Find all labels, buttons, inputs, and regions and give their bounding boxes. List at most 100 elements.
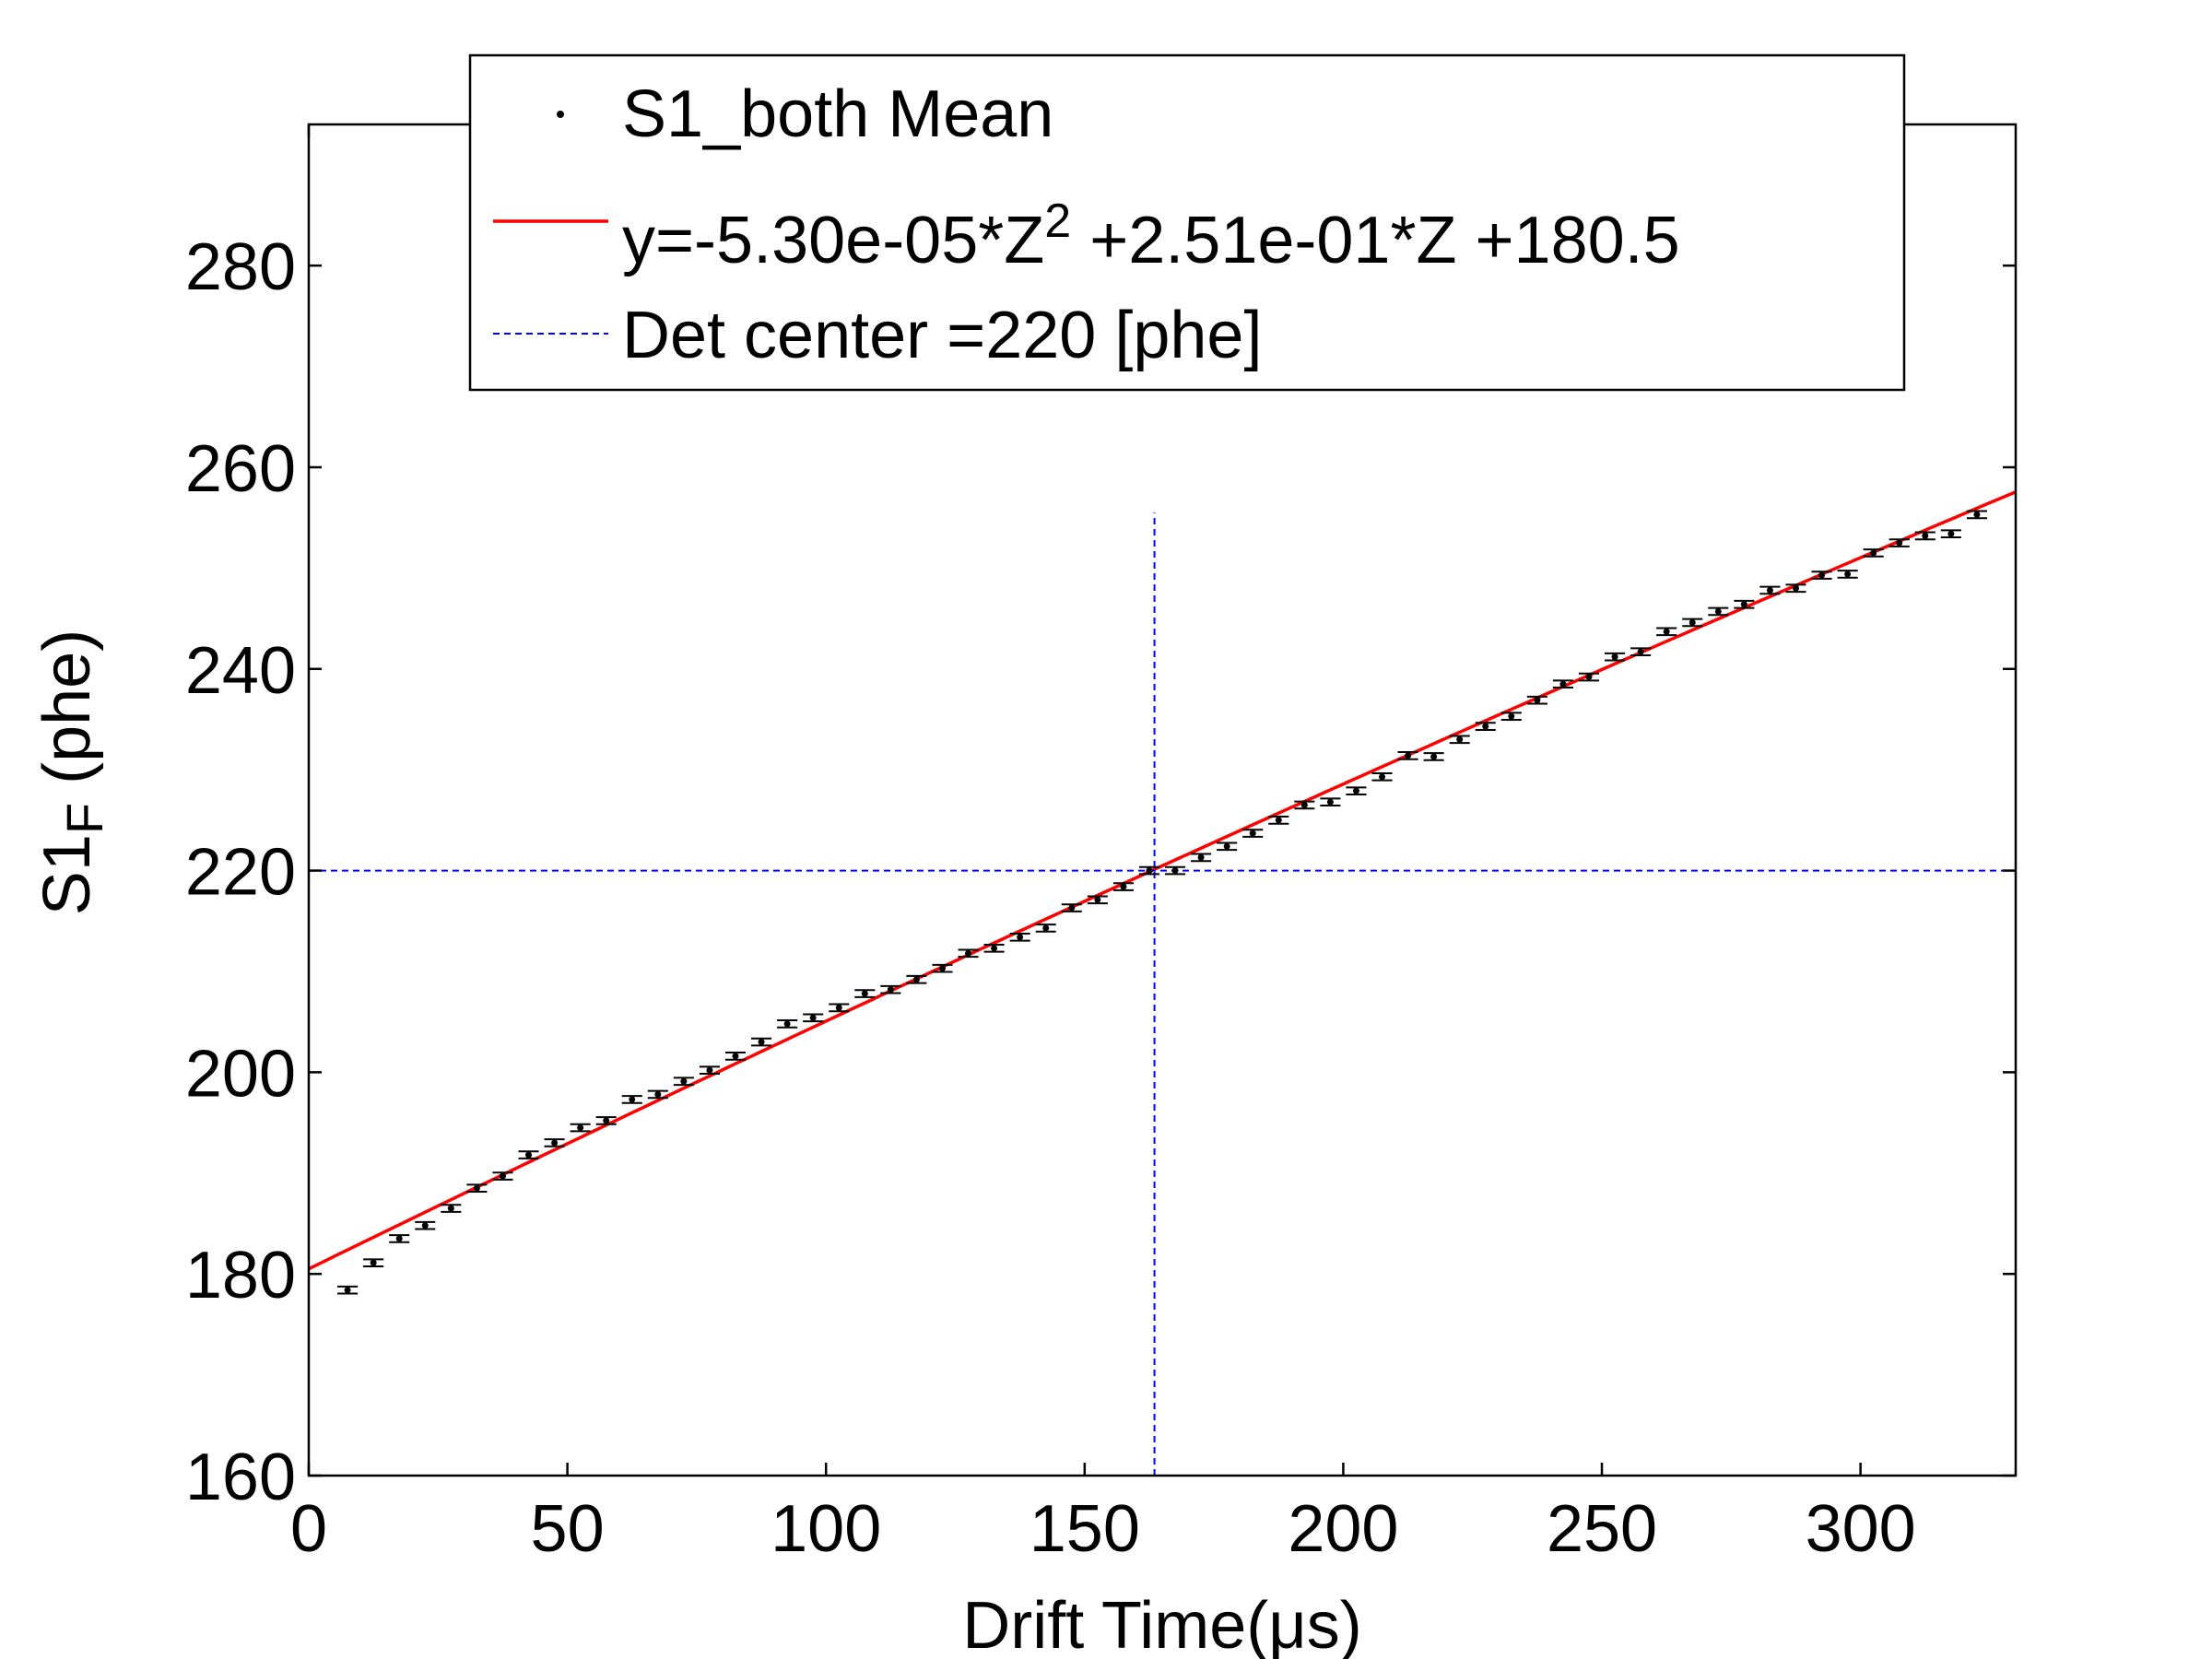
data-marker [1017, 934, 1024, 941]
data-marker [1249, 830, 1256, 837]
x-tick-label: 100 [771, 1492, 881, 1566]
data-marker [1870, 549, 1877, 557]
x-tick-label: 250 [1547, 1492, 1657, 1566]
data-point [1112, 882, 1134, 891]
legend-center-label: Det center =220 [phe] [622, 299, 1262, 372]
data-point [1914, 531, 1936, 541]
x-tick-label: 300 [1806, 1492, 1916, 1566]
data-marker [525, 1151, 533, 1159]
data-point [441, 1204, 462, 1213]
data-marker [1430, 753, 1438, 760]
data-marker [1405, 752, 1412, 759]
data-point [337, 1285, 359, 1295]
data-point [983, 943, 1005, 953]
y-tick-label: 220 [185, 836, 296, 910]
y-tick-label: 260 [185, 432, 296, 506]
data-point [1682, 618, 1703, 628]
data-point [1552, 679, 1573, 689]
data-marker [1688, 618, 1696, 626]
data-marker [1663, 628, 1670, 635]
data-marker [783, 1020, 791, 1028]
data-marker [1197, 853, 1205, 861]
data-marker [680, 1077, 688, 1085]
data-marker [991, 945, 998, 952]
y-axis-label-main: S1 [30, 834, 104, 915]
data-point [1423, 752, 1444, 761]
data-marker [395, 1235, 403, 1242]
legend-fit-label-suffix: +2.51e-01*Z +180.5 [1071, 204, 1680, 277]
data-marker [1740, 601, 1747, 608]
data-marker [1766, 586, 1773, 594]
data-marker [629, 1096, 636, 1103]
data-point [1759, 585, 1781, 595]
data-point [1708, 606, 1729, 617]
data-marker [421, 1222, 429, 1230]
data-point [544, 1138, 565, 1147]
data-marker [1611, 653, 1618, 661]
data-marker [1947, 530, 1955, 537]
data-point [1009, 932, 1030, 942]
data-marker [1585, 674, 1593, 681]
data-point [751, 1037, 772, 1047]
data-marker [1146, 867, 1153, 875]
data-point [724, 1052, 747, 1061]
data-point [699, 1065, 720, 1076]
x-tick-label: 150 [1030, 1492, 1140, 1566]
data-point [1371, 772, 1393, 782]
data-marker [603, 1117, 610, 1124]
data-point [1138, 865, 1159, 876]
data-marker [887, 986, 894, 994]
data-marker [1326, 798, 1334, 806]
data-marker [1352, 787, 1359, 794]
data-point [389, 1234, 410, 1243]
data-point [1888, 538, 1910, 547]
data-marker [499, 1172, 506, 1180]
data-point [1526, 695, 1547, 705]
data-point [415, 1220, 436, 1230]
data-marker [1456, 735, 1464, 743]
data-point [880, 984, 901, 994]
data-point [1785, 583, 1806, 594]
data-marker [1120, 883, 1127, 890]
data-point [1397, 751, 1418, 760]
legend: S1_both Mean y=-5.30e-05*Z2 +2.51e-01*Z … [468, 53, 1906, 392]
data-marker [473, 1184, 480, 1192]
fit-curve [308, 490, 2017, 1271]
data-marker [1559, 680, 1567, 688]
data-point [1605, 652, 1626, 662]
x-tick-label: 50 [531, 1492, 605, 1566]
data-point [1242, 829, 1264, 838]
data-point [570, 1123, 591, 1133]
y-tick-label: 200 [185, 1037, 296, 1111]
data-marker [1534, 697, 1541, 704]
data-point [1475, 722, 1496, 731]
data-point [1837, 570, 1858, 579]
data-marker [1973, 511, 1981, 518]
data-point [932, 963, 953, 973]
data-marker [654, 1090, 662, 1098]
data-marker [809, 1014, 817, 1021]
plot-layer [308, 490, 2017, 1476]
legend-fit-label-exponent: 2 [1044, 194, 1071, 248]
x-tick-label: 0 [290, 1492, 327, 1566]
data-marker [1714, 607, 1722, 615]
y-tick-label: 280 [185, 230, 296, 304]
data-point [1656, 627, 1677, 637]
data-marker [758, 1039, 765, 1046]
data-marker [706, 1066, 713, 1074]
y-axis-label: S1F (phe) [30, 629, 113, 915]
data-point [518, 1150, 539, 1159]
data-marker [1844, 571, 1852, 578]
data-point [595, 1116, 617, 1125]
y-axis-label-subscript: F [55, 803, 113, 834]
data-marker [1042, 924, 1050, 932]
data-point [1811, 571, 1832, 580]
data-marker [1482, 723, 1489, 730]
data-marker [1379, 773, 1386, 781]
data-point [958, 948, 979, 959]
data-marker [1094, 896, 1101, 903]
data-point [1630, 647, 1652, 657]
legend-box [468, 53, 1906, 392]
data-marker [577, 1124, 584, 1132]
data-marker [1223, 842, 1230, 850]
